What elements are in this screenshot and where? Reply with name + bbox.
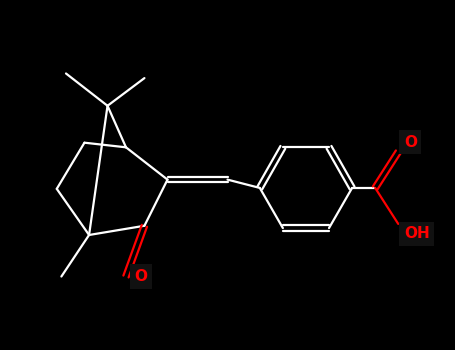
Text: OH: OH <box>404 226 430 241</box>
Text: O: O <box>404 135 417 149</box>
Text: O: O <box>134 269 147 284</box>
